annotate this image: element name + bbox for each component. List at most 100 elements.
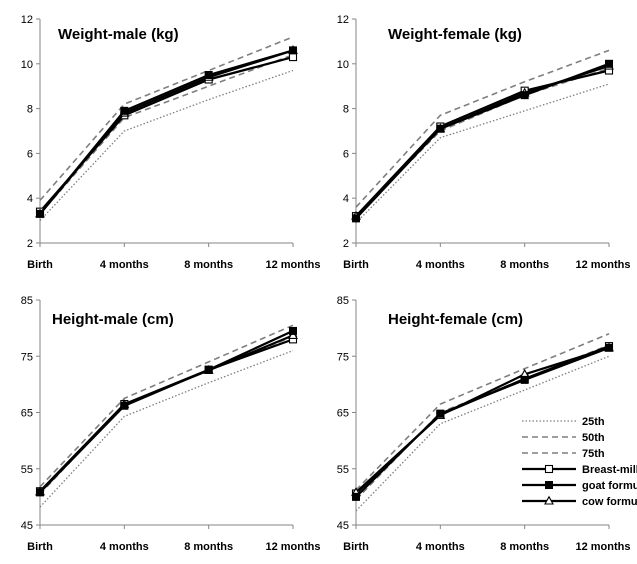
- y-tick-label: 45: [21, 520, 33, 532]
- data-point-breast-milk: [288, 53, 298, 62]
- y-tick-label: 2: [343, 238, 349, 250]
- legend-label: goat formula: [582, 480, 637, 492]
- series-breast-milk: [35, 53, 298, 216]
- x-tick-label: 12 months: [265, 541, 320, 553]
- series-25th: [355, 83, 610, 224]
- series-goat-formula: [36, 326, 297, 497]
- legend-swatch-marker: [545, 481, 553, 489]
- data-point-goat-formula: [605, 59, 613, 68]
- y-tick-label: 6: [27, 148, 33, 160]
- series-line-breast-milk: [39, 56, 294, 213]
- series-line-breast-milk: [355, 69, 610, 217]
- x-tick-label: 4 months: [100, 259, 149, 271]
- series-breast-milk: [35, 335, 298, 496]
- data-point-goat-formula: [36, 209, 44, 218]
- data-point-goat-formula: [352, 214, 360, 223]
- panel-title: Weight-male (kg): [58, 26, 179, 43]
- y-tick-label: 55: [21, 464, 33, 476]
- series-line-50th: [39, 54, 294, 215]
- legend-label: 75th: [582, 448, 605, 460]
- series-25th: [355, 355, 610, 512]
- data-point-goat-formula: [120, 401, 129, 410]
- legend-item-50th: 50th: [522, 432, 605, 444]
- series-line-cow-formula: [39, 334, 294, 493]
- panel-height-female-cm: 45 55 65 75 85 Birth 4 months 8 months 12 months…: [337, 295, 631, 553]
- y-tick-label: 65: [337, 408, 349, 420]
- x-tick-label: 12 months: [265, 259, 320, 271]
- panel-title: Weight-female (kg): [388, 26, 522, 43]
- series-75th: [355, 49, 610, 208]
- legend-label: cow formula: [582, 496, 637, 508]
- x-tick-label: 8 months: [500, 541, 549, 553]
- x-tick-label: Birth: [343, 259, 369, 271]
- data-point-goat-formula: [352, 492, 360, 501]
- series-line-75th: [39, 36, 294, 201]
- series-goat-formula: [352, 59, 613, 223]
- series-line-goat-formula: [39, 49, 294, 215]
- y-tick-label: 85: [21, 295, 33, 307]
- series-line-50th: [39, 335, 294, 495]
- series-75th: [39, 36, 294, 201]
- data-point-goat-formula: [605, 343, 613, 352]
- y-tick-label: 4: [27, 193, 33, 205]
- y-tick-label: 8: [343, 104, 349, 116]
- y-tick-label: 65: [21, 408, 33, 420]
- y-tick-label: 75: [21, 351, 33, 363]
- x-tick-label: 8 months: [184, 259, 233, 271]
- legend-label: Breast-milk: [582, 464, 637, 476]
- data-point-goat-formula: [36, 488, 44, 497]
- data-point-goat-formula: [120, 106, 129, 115]
- legend-item-cow-formula: cow formula: [522, 495, 637, 508]
- legend-item-25th: 25th: [522, 416, 605, 428]
- series-line-breast-milk: [355, 345, 610, 495]
- x-tick-label: 12 months: [575, 259, 630, 271]
- series-cow-formula: [351, 342, 614, 496]
- x-tick-label: 4 months: [100, 541, 149, 553]
- y-tick-label: 85: [337, 295, 349, 307]
- series-50th: [39, 335, 294, 495]
- series-cow-formula: [35, 330, 298, 496]
- x-tick-label: 4 months: [416, 541, 465, 553]
- series-goat-formula: [36, 46, 297, 218]
- y-tick-label: 10: [337, 59, 349, 71]
- series-line-cow-formula: [355, 64, 610, 217]
- x-tick-label: Birth: [27, 541, 53, 553]
- series-50th: [355, 67, 610, 217]
- x-tick-label: Birth: [343, 541, 369, 553]
- legend-item-goat-formula: goat formula: [522, 480, 637, 492]
- series-line-25th: [355, 355, 610, 512]
- y-tick-label: 2: [27, 238, 33, 250]
- legend-swatch-marker: [544, 495, 554, 505]
- series-breast-milk: [351, 342, 614, 498]
- data-point-goat-formula: [204, 365, 213, 374]
- panel-weight-male-kg: 2 4 6 8 10 12 Birth 4 months 8 months 12 months We…: [21, 14, 321, 271]
- y-tick-label: 8: [27, 104, 33, 116]
- data-point-goat-formula: [289, 326, 297, 335]
- x-tick-label: 4 months: [416, 259, 465, 271]
- series-line-25th: [355, 83, 610, 224]
- data-point-goat-formula: [520, 91, 529, 100]
- y-tick-label: 75: [337, 351, 349, 363]
- series-25th: [39, 349, 294, 508]
- series-line-cow-formula: [39, 49, 294, 215]
- data-point-goat-formula: [204, 71, 213, 79]
- series-line-50th: [355, 344, 610, 501]
- series-goat-formula: [352, 343, 613, 501]
- series-line-50th: [355, 67, 610, 217]
- series-75th: [39, 324, 294, 488]
- y-tick-label: 10: [21, 59, 33, 71]
- legend: 25th 50th 75th Breast-milk goat formula cow f…: [522, 416, 637, 508]
- x-tick-label: 12 months: [575, 541, 630, 553]
- panel-title: Height-female (cm): [388, 311, 523, 328]
- x-tick-label: 8 months: [500, 259, 549, 271]
- legend-label: 50th: [582, 432, 605, 444]
- series-75th: [355, 333, 610, 491]
- series-breast-milk: [351, 66, 614, 221]
- series-line-25th: [39, 349, 294, 508]
- series-line-cow-formula: [355, 346, 610, 494]
- legend-item-75th: 75th: [522, 448, 605, 460]
- data-point-goat-formula: [436, 409, 445, 418]
- legend-swatch-marker: [544, 464, 554, 474]
